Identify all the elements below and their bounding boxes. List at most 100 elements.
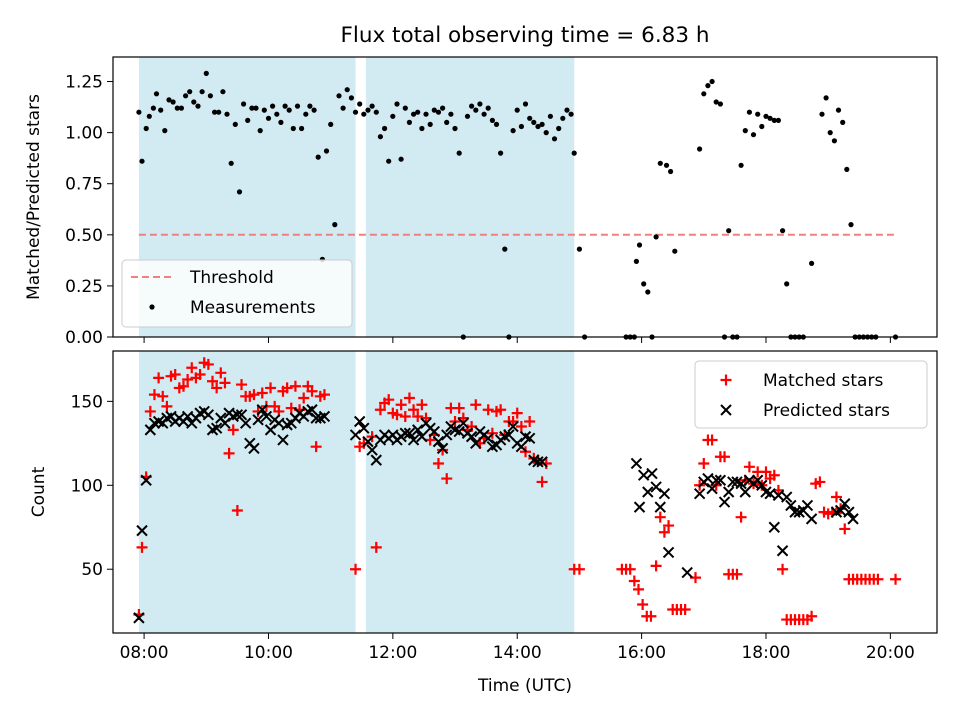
matched-stars-point <box>839 523 851 535</box>
measurement-point <box>348 95 354 101</box>
measurement-point <box>823 95 829 101</box>
matched-stars-point <box>236 379 248 391</box>
measurement-point <box>848 222 854 228</box>
predicted-stars-point <box>706 482 718 495</box>
measurement-point <box>199 89 205 95</box>
predicted-stars-point <box>776 545 789 557</box>
measurement-point <box>750 132 757 138</box>
measurement-point <box>568 111 574 117</box>
measurement-point <box>373 109 379 115</box>
bottom-plot-frame <box>112 350 938 634</box>
predicted-stars-point <box>536 456 548 468</box>
observing-window-span <box>365 57 575 337</box>
legend-threshold-label: Threshold <box>189 268 274 288</box>
measurement-point <box>307 103 313 109</box>
matched-stars-point <box>256 387 268 399</box>
top-yticks: 0.00 0.25 0.50 0.75 1.00 1.25 <box>65 73 113 348</box>
legend-predicted-label: Predicted stars <box>763 401 890 421</box>
legend-matched-label: Matched stars <box>763 371 883 391</box>
matched-stars-point <box>153 372 165 384</box>
predicted-stars-point <box>658 487 671 500</box>
matched-stars-point <box>719 451 731 463</box>
bottom-predicted-points <box>133 404 859 624</box>
measurement-point <box>705 83 711 89</box>
legend-measurements-swatch <box>149 304 155 310</box>
measurement-point <box>170 99 176 105</box>
y-tick-label: 0.50 <box>65 226 103 246</box>
measurement-point <box>207 93 213 99</box>
measurement-point <box>253 105 259 111</box>
y-tick-label: 0.25 <box>65 277 103 297</box>
measurement-point <box>340 105 346 111</box>
predicted-stars-point <box>662 546 675 559</box>
predicted-stars-point <box>362 435 374 448</box>
legend-frame <box>121 259 353 328</box>
matched-stars-point <box>743 461 755 473</box>
y-tick-label: 1.25 <box>65 73 103 93</box>
measurement-point <box>560 115 566 121</box>
y-tick-label: 150 <box>71 392 103 412</box>
matched-stars-point <box>144 405 156 417</box>
measurement-point <box>411 111 417 117</box>
measurement-point <box>469 103 475 109</box>
measurement-point <box>357 101 363 107</box>
measurement-point <box>771 117 777 123</box>
measurement-point <box>328 121 334 127</box>
measurement-point <box>481 111 487 117</box>
measurement-point <box>386 158 392 164</box>
predicted-stars-point <box>768 521 780 533</box>
matched-stars-point <box>350 563 362 575</box>
measurement-point <box>257 128 263 134</box>
top-plot-frame <box>112 56 938 338</box>
predicted-stars-point <box>403 427 416 439</box>
measurement-point <box>510 128 516 134</box>
matched-stars-point <box>658 526 670 538</box>
y-tick-label: 100 <box>71 476 103 496</box>
measurement-point <box>191 99 197 105</box>
predicted-stars-point <box>277 434 289 446</box>
predicted-stars-point <box>470 437 482 450</box>
measurement-point <box>746 109 753 115</box>
predicted-stars-point <box>654 501 666 513</box>
measurement-point <box>518 123 525 130</box>
matched-stars-point <box>432 457 444 469</box>
predicted-stars-point <box>133 612 145 624</box>
matched-stars-point <box>872 573 884 585</box>
measurement-point <box>697 146 703 152</box>
measurement-point <box>717 101 724 107</box>
measurement-point <box>377 134 383 140</box>
matched-stars-point <box>698 457 710 469</box>
measurement-point <box>514 107 520 113</box>
predicted-stars-point <box>633 501 646 513</box>
predicted-stars-point <box>349 429 362 441</box>
measurement-point <box>493 121 500 127</box>
matched-stars-point <box>370 541 382 553</box>
measurement-point <box>274 111 280 117</box>
predicted-stars-point <box>136 524 148 537</box>
predicted-stars-point <box>722 486 735 498</box>
matched-stars-point <box>416 399 428 411</box>
matched-stars-point <box>186 362 198 374</box>
measurement-point <box>485 105 491 111</box>
matched-stars-point <box>408 404 420 416</box>
matched-stars-point <box>219 377 231 389</box>
measurement-point <box>464 113 471 119</box>
measurement-point <box>840 119 846 125</box>
measurement-point <box>456 150 462 156</box>
predicted-stars-point <box>801 499 814 512</box>
measurement-point <box>150 105 156 111</box>
matched-stars-point <box>310 441 322 453</box>
measurement-point <box>477 101 483 107</box>
predicted-stars-point <box>785 499 797 512</box>
predicted-stars-point <box>805 513 818 525</box>
predicted-stars-point <box>681 566 693 579</box>
predicted-stars-point <box>843 506 855 518</box>
measurement-point <box>473 107 479 113</box>
measurement-point <box>332 222 338 228</box>
measurement-point <box>571 150 577 156</box>
measurement-point <box>174 105 180 111</box>
y-tick-label: 0.00 <box>65 328 103 348</box>
measurement-point <box>361 111 367 117</box>
predicted-stars-point <box>646 467 658 480</box>
measurement-point <box>657 160 663 166</box>
